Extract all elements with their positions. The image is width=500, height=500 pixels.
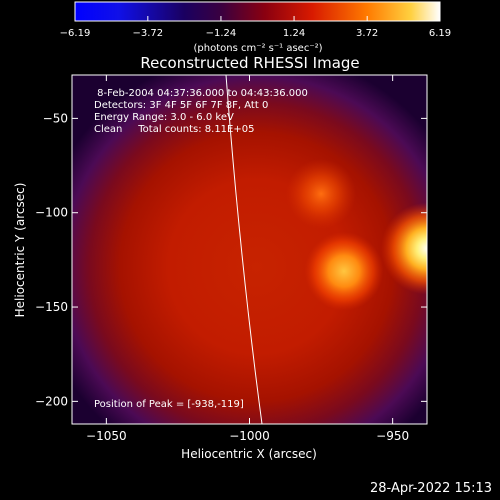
colorbar-tick-label: 3.72 [356, 28, 378, 39]
colorbar-units-label: (photons cm⁻² s⁻¹ asec⁻²) [193, 43, 322, 54]
annotation-algorithm-counts: Clean Total counts: 8.11E+05 [94, 124, 254, 135]
x-axis-label: Heliocentric X (arcsec) [181, 447, 317, 461]
flare-source [381, 202, 427, 295]
x-tick-label: −1000 [229, 429, 270, 443]
colorbar [74, 1, 441, 22]
colorbar-tick-label: −1.24 [206, 28, 237, 39]
colorbar-tick-label: −6.19 [60, 28, 91, 39]
y-axis-label: Heliocentric Y (arcsec) [13, 183, 27, 318]
x-tick-label: −950 [376, 429, 409, 443]
plot-area [72, 75, 427, 424]
y-tick-label: −150 [35, 300, 68, 314]
y-tick-label: −50 [43, 111, 68, 125]
solar-limb-line [225, 75, 263, 424]
footer-date: 28-Apr-2022 15:13 [370, 481, 492, 496]
annotation-detectors: Detectors: 3F 4F 5F 6F 7F 8F, Att 0 [94, 100, 268, 111]
chart-title: Reconstructed RHESSI Image [140, 54, 359, 72]
annotation-time-range: 8-Feb-2004 04:37:36.000 to 04:43:36.000 [94, 88, 308, 99]
colorbar-tick-label: 1.24 [283, 28, 305, 39]
annotation-energy-range: Energy Range: 3.0 - 6.0 keV [94, 112, 234, 123]
colorbar-tick-label: 6.19 [429, 28, 451, 39]
annotations: 8-Feb-2004 04:37:36.000 to 04:43:36.000 … [94, 88, 308, 410]
colorbar-tick-label: −3.72 [132, 28, 163, 39]
y-tick-label: −100 [35, 206, 68, 220]
flare-source [286, 158, 356, 229]
colorbar-ticks: −6.19 −3.72 −1.24 1.24 3.72 6.19 [60, 16, 451, 39]
x-tick-label: −1050 [86, 429, 127, 443]
x-axis: −1050−1000−950−900 [86, 75, 409, 443]
y-tick-label: −200 [35, 394, 68, 408]
y-axis: −50 −100 −150 −200 [35, 111, 427, 408]
flare-sources [286, 158, 427, 311]
annotation-peak-position: Position of Peak = [-938,-119] [94, 399, 244, 410]
flare-source [304, 231, 384, 311]
